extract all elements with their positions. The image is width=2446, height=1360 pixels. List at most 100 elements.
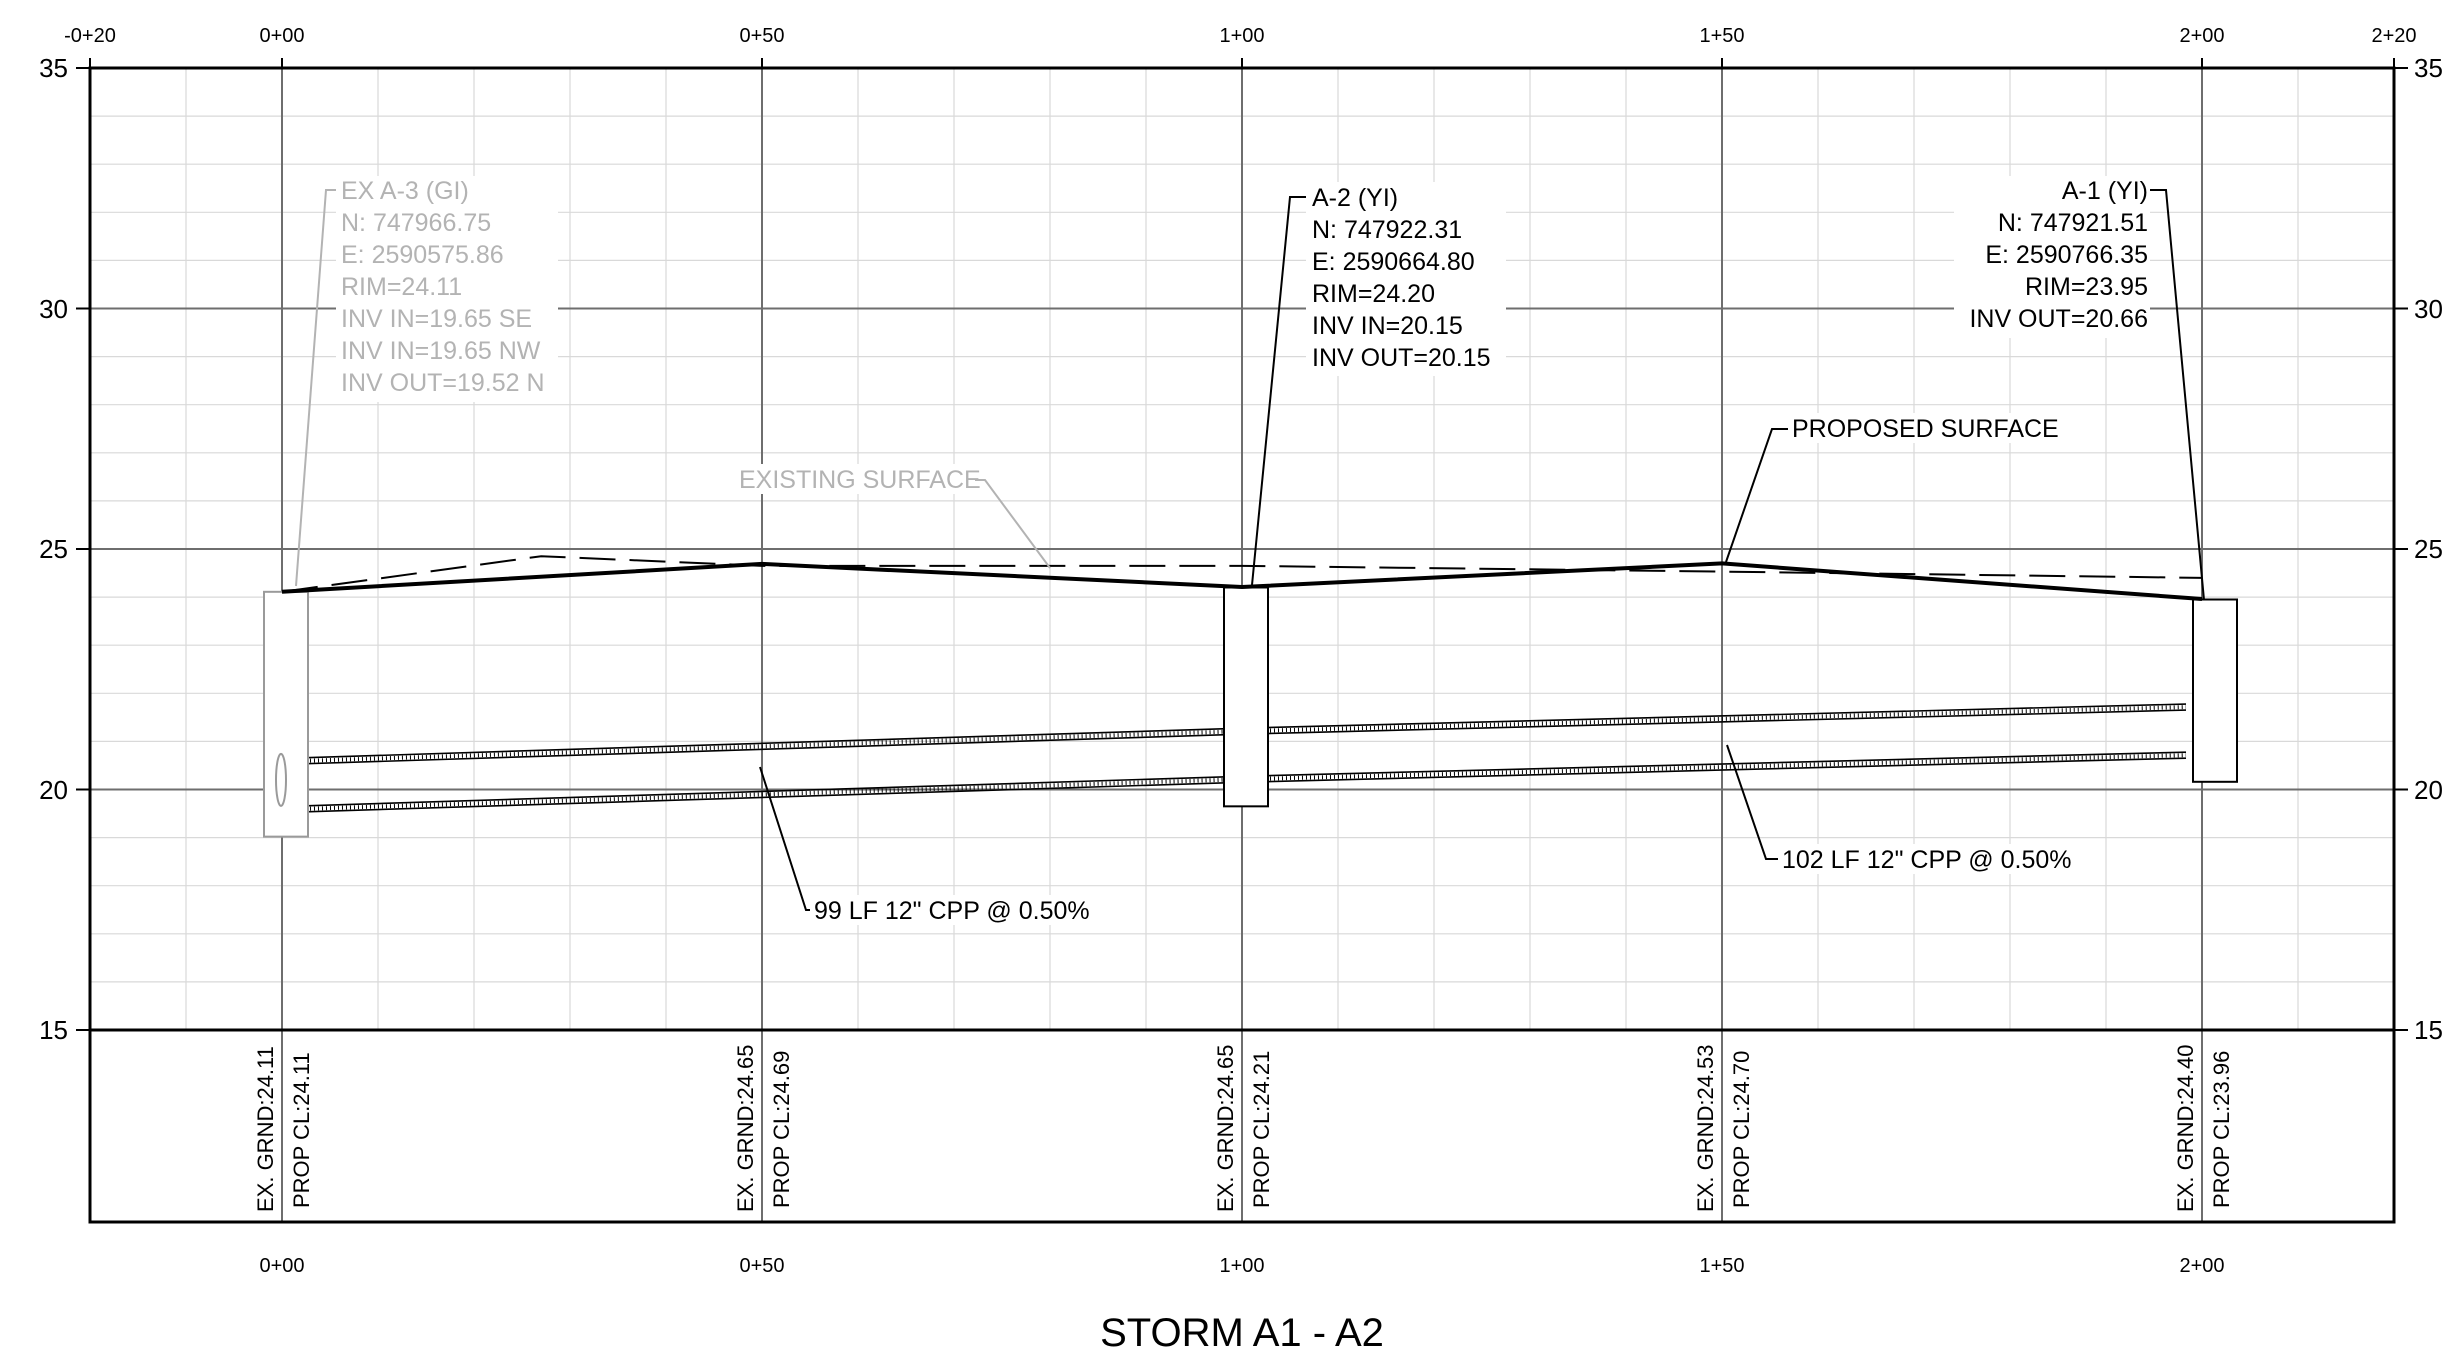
a1-callout: A-1 (YI) N: 747921.51 E: 2590766.35 RIM=…	[1954, 176, 2150, 338]
callout-line: EX A-3 (GI)	[341, 177, 469, 205]
station-label-bottom: 1+50	[1699, 1255, 1744, 1277]
existing-surface-label: EXISTING SURFACE	[739, 466, 981, 494]
elevation-label-left: 25	[39, 534, 68, 564]
ex-a3-structure	[263, 590, 309, 838]
axis-ticks	[76, 58, 2408, 1031]
station-axis-top: -0+20 0+00 0+50 1+00 1+50 2+00 2+20	[64, 25, 2416, 47]
ex-a3-leader	[295, 189, 340, 587]
leader-lines	[295, 189, 2205, 911]
a2-leader	[1251, 196, 1310, 586]
callout-line: INV OUT=19.52 N	[341, 369, 545, 397]
callout-line: E: 2590664.80	[1312, 248, 1475, 276]
pipe-2-label: 102 LF 12" CPP @ 0.50%	[1782, 846, 2072, 874]
existing-surface-line	[281, 555, 2203, 593]
callout-mask	[736, 464, 972, 494]
elevation-label-right: 15	[2414, 1015, 2443, 1045]
station-label-top: 1+00	[1219, 25, 1264, 47]
callout-line: INV IN=19.65 NW	[341, 337, 541, 365]
elevation-label-right: 20	[2414, 775, 2443, 805]
station-label-top: 2+20	[2371, 25, 2416, 47]
callout-mask	[1306, 182, 1506, 376]
a2-callout: A-2 (YI) N: 747922.31 E: 2590664.80 RIM=…	[1306, 182, 1506, 376]
callout-line: N: 747922.31	[1312, 216, 1462, 244]
elevation-label-right: 30	[2414, 294, 2443, 324]
ex-grnd-elevation: EX. GRND:24.53	[1693, 1044, 1718, 1212]
ex-a3-callout: EX A-3 (GI) N: 747966.75 E: 2590575.86 R…	[336, 176, 558, 402]
station-label-top: 1+50	[1699, 25, 1744, 47]
prop-cl-elevation: PROP CL:24.11	[289, 1052, 314, 1208]
prop-cl-elevation: PROP CL:24.21	[1249, 1051, 1274, 1208]
pipe-run-2-hatch	[1257, 753, 2187, 781]
surface-lines	[281, 555, 2203, 602]
station-label-top: 0+00	[259, 25, 304, 47]
a2-structure	[1223, 586, 1269, 808]
callout-line: INV OUT=20.15	[1312, 344, 1491, 372]
existing-surface-leader	[975, 479, 1051, 569]
pipe-run-1-wall	[297, 781, 1227, 813]
a1-leader	[2148, 189, 2205, 601]
callout-mask	[1954, 176, 2150, 338]
station-label-bottom: 1+00	[1219, 1255, 1264, 1277]
elevation-axis-left: 35 30 25 20 15	[39, 53, 68, 1045]
station-label-top: 0+50	[739, 25, 784, 47]
pipe-run-2-wall	[1257, 703, 2187, 729]
proposed-surface-label: PROPOSED SURFACE	[1792, 415, 2059, 443]
pipe-run-2-wall	[1257, 751, 2187, 777]
pipe-run-2-wall	[1257, 757, 2187, 783]
ex-grnd-elevation: EX. GRND:24.11	[253, 1046, 278, 1212]
callout-line: A-2 (YI)	[1312, 184, 1398, 212]
station-label-top: 2+00	[2179, 25, 2224, 47]
ex-grnd-elevation: EX. GRND:24.65	[733, 1044, 758, 1212]
prop-cl-elevation: PROP CL:23.96	[2209, 1051, 2234, 1208]
surface-callouts: EXISTING SURFACE PROPOSED SURFACE 99 LF …	[736, 413, 2090, 925]
prop-cl-elevation: PROP CL:24.69	[769, 1051, 794, 1208]
elevation-label-right: 25	[2414, 534, 2443, 564]
callout-line: E: 2590575.86	[341, 241, 504, 269]
elevation-label-left: 30	[39, 294, 68, 324]
pipe-run-1-hatch	[297, 777, 1227, 812]
pipe-run-1-wall	[297, 727, 1227, 759]
proposed-surface-leader	[1725, 428, 1789, 563]
callout-line: INV IN=19.65 SE	[341, 305, 532, 333]
pipe-run-2-wall	[1257, 709, 2187, 735]
station-label-top: -0+20	[64, 25, 116, 47]
station-label-bottom: 2+00	[2179, 1255, 2224, 1277]
elevation-axis-right: 35 30 25 20 15	[2414, 53, 2443, 1045]
a1-structure	[2192, 598, 2238, 783]
sheet-title: STORM A1 - A2	[1100, 1311, 1384, 1355]
callout-mask	[810, 895, 1122, 925]
callout-line: RIM=24.20	[1312, 280, 1435, 308]
ex-grnd-elevation: EX. GRND:24.65	[1213, 1044, 1238, 1212]
prop-cl-elevation: PROP CL:24.70	[1729, 1051, 1754, 1208]
pipe-1-label: 99 LF 12" CPP @ 0.50%	[814, 897, 1090, 925]
callout-line: RIM=23.95	[2025, 273, 2148, 301]
elevation-label-left: 20	[39, 775, 68, 805]
pipe-run-1-wall	[297, 775, 1227, 807]
structure-boxes	[263, 586, 2238, 838]
pipe-run-1-hatch	[297, 729, 1227, 763]
elevation-band: EX. GRND:24.11 PROP CL:24.11 EX. GRND:24…	[253, 1044, 2234, 1212]
ex-grnd-elevation: EX. GRND:24.40	[2173, 1044, 2198, 1212]
storm-pipes	[297, 703, 2187, 813]
callout-line: A-1 (YI)	[2062, 177, 2148, 205]
pipe-1-leader	[759, 766, 812, 911]
callout-line: INV OUT=20.66	[1969, 305, 2148, 333]
elevation-band-frame	[88, 1028, 2396, 1224]
elevation-label-left: 35	[39, 53, 68, 83]
station-axis-bottom: 0+00 0+50 1+00 1+50 2+00	[259, 1255, 2224, 1277]
pipe-2-leader	[1726, 744, 1780, 860]
callout-line: RIM=24.11	[341, 273, 462, 301]
ex-a3-pipe-opening	[275, 752, 287, 807]
proposed-surface-line	[281, 561, 2203, 602]
callout-mask	[336, 176, 558, 402]
callout-line: N: 747966.75	[341, 209, 491, 237]
callout-line: E: 2590766.35	[1985, 241, 2148, 269]
pipe-run-2-hatch	[1257, 705, 2187, 733]
callout-line: INV IN=20.15	[1312, 312, 1463, 340]
callout-mask	[1788, 413, 2040, 443]
callout-mask	[1778, 844, 2090, 874]
station-label-bottom: 0+50	[739, 1255, 784, 1277]
elevation-label-left: 15	[39, 1015, 68, 1045]
callout-line: N: 747921.51	[1998, 209, 2148, 237]
